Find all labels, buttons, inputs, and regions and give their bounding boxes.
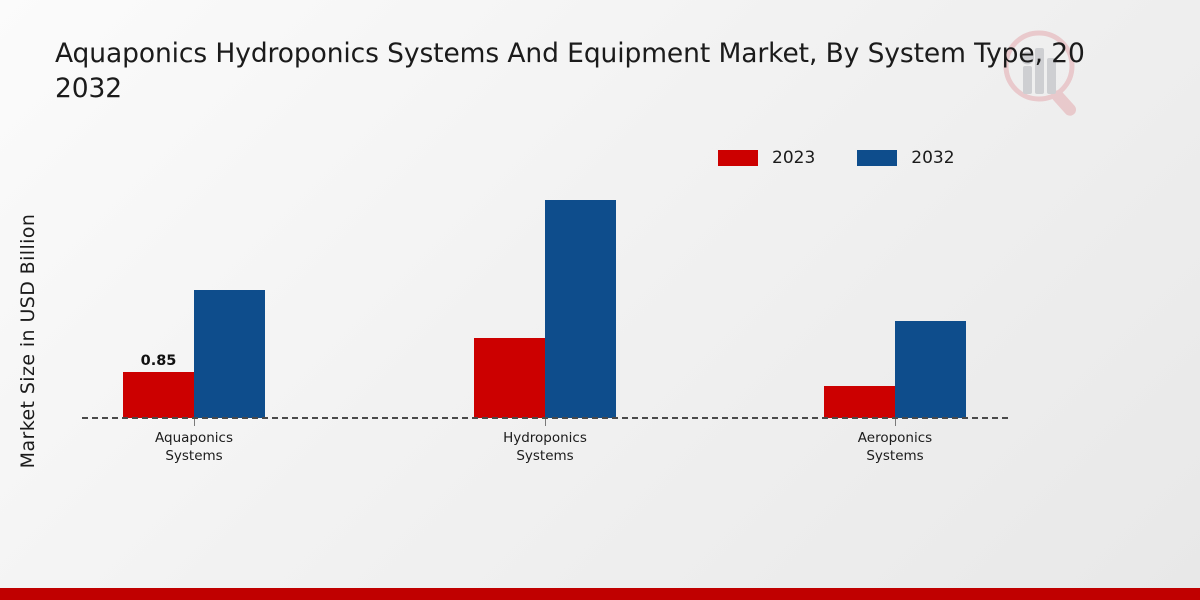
bar-group-hydroponics: Hydroponics Systems <box>474 180 616 464</box>
x-axis-tick-hydroponics <box>545 418 546 426</box>
legend-swatch-2032 <box>857 150 898 166</box>
bar-hydroponics-2023[interactable] <box>474 337 545 418</box>
bar-aquaponics-2032[interactable] <box>194 290 265 418</box>
x-axis-label-aeroponics: Aeroponics Systems <box>857 430 933 464</box>
legend-item-2023[interactable]: 2023 <box>718 148 815 168</box>
bar-group-aquaponics: 0.85 Aquaponics Systems <box>123 180 265 464</box>
bar-value-aquaponics-2023: 0.85 <box>140 353 177 370</box>
legend-label-2023: 2023 <box>772 148 816 168</box>
bar-group-aeroponics: Aeroponics Systems <box>824 180 966 464</box>
legend-swatch-2023 <box>718 150 758 166</box>
page-title: Aquaponics Hydroponics Systems And Equip… <box>55 38 1085 105</box>
x-axis-label-aquaponics: Aquaponics Systems <box>155 430 233 464</box>
legend-label-2032: 2032 <box>911 148 955 168</box>
footer-accent-band <box>0 588 1200 600</box>
bar-aeroponics-2032[interactable] <box>895 321 966 418</box>
x-axis-tick-aquaponics <box>194 418 195 426</box>
x-axis-label-hydroponics: Hydroponics Systems <box>503 430 587 464</box>
y-axis-title: Market Size in USD Billion <box>17 213 39 469</box>
x-axis-tick-aeroponics <box>895 418 896 426</box>
plot-area: 0.85 Aquaponics Systems Hydroponics Syst… <box>82 180 1008 464</box>
chart-legend: 2023 2032 <box>718 148 955 168</box>
legend-item-2032[interactable]: 2032 <box>857 148 955 168</box>
bar-aquaponics-2023[interactable]: 0.85 <box>123 353 194 418</box>
bar-hydroponics-2032[interactable] <box>545 200 616 418</box>
bar-aeroponics-2023[interactable] <box>824 385 895 418</box>
x-axis-baseline <box>82 417 1008 419</box>
